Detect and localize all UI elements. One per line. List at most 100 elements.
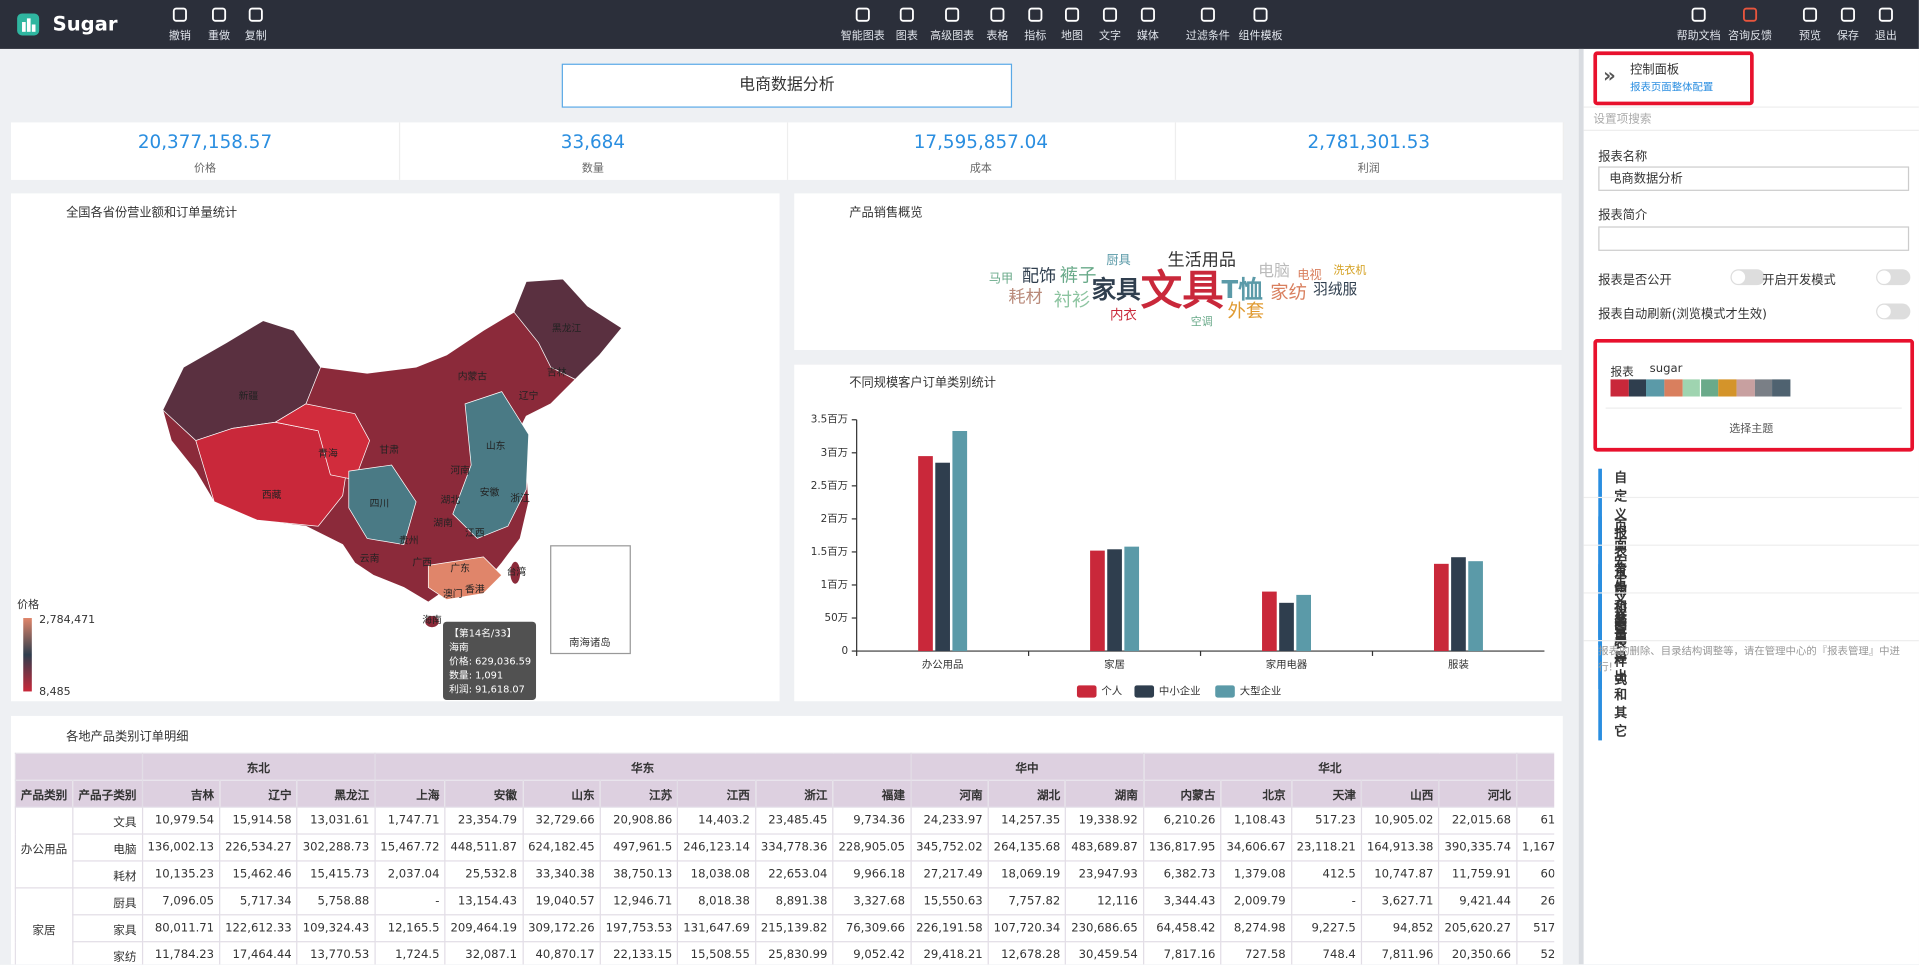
legend-swatch — [1134, 685, 1155, 698]
province-label: 广东 — [450, 562, 470, 575]
report-title[interactable]: 电商数据分析 — [561, 63, 1013, 108]
kpi-label: 利润 — [1357, 162, 1380, 176]
refresh-switch[interactable] — [1876, 303, 1911, 320]
word: 内衣 — [1110, 308, 1137, 324]
icon-shape — [1802, 7, 1818, 22]
value-cell: 7,757.82 — [987, 887, 1067, 916]
bar — [1433, 563, 1449, 652]
x-tick-label: 服装 — [1448, 658, 1469, 671]
value-cell: 226,191.58 — [909, 914, 989, 943]
toolbar-button[interactable]: 重做 — [192, 6, 246, 43]
public-switch[interactable] — [1730, 269, 1765, 286]
toolbar-button[interactable]: 组件模板 — [1234, 6, 1288, 43]
toolbar-label: 指标 — [1024, 30, 1047, 43]
theme-button[interactable]: 选择主题 — [1729, 423, 1774, 436]
icon-shape — [1742, 7, 1758, 22]
section-header[interactable]: 禁用导出和其它 — [1598, 611, 1627, 741]
toolbar-button[interactable]: 咨询反馈 — [1723, 6, 1777, 43]
value-cell: 517,178.97 — [1515, 914, 1555, 943]
kpi: 2,781,301.53 利润 — [1175, 122, 1565, 180]
section-divider — [1583, 640, 1919, 642]
toolbar-button[interactable]: 退出 — [1859, 6, 1913, 43]
value-cell: 109,324.43 — [296, 914, 376, 943]
word: 家具 — [1092, 275, 1141, 304]
wordcloud-card — [794, 193, 1562, 351]
intro-label: 报表简介 — [1598, 209, 1648, 223]
kpi-label: 价格 — [193, 162, 217, 176]
bar — [935, 462, 950, 652]
toolbar-button[interactable]: 过滤条件 — [1181, 6, 1235, 43]
toolbar-button[interactable]: 地图 — [1045, 6, 1099, 43]
y-tick-label: 1.5百万 — [811, 546, 848, 558]
collapse-icon[interactable]: » — [1603, 63, 1616, 87]
province-row: 产品类别 产品子类别 吉林 辽宁 黑龙江 上海 安徽 山东 江苏 江西 浙江 福建 河南 湖北 湖南 内蒙古北… — [14, 779, 1555, 808]
toolbar-button[interactable]: 预览 — [1783, 6, 1837, 43]
province-label: 河南 — [450, 464, 470, 477]
y-tick-label: 2.5百万 — [811, 480, 848, 492]
search-input[interactable]: 设置项搜索 — [1583, 106, 1919, 131]
icon-shape — [1691, 7, 1706, 22]
swatch — [1772, 379, 1791, 397]
word: 洗衣机 — [1333, 262, 1366, 276]
province-header: 内蒙古 — [1142, 779, 1222, 808]
region-header: 华东 — [374, 752, 912, 781]
theme-label: 报表 — [1610, 365, 1634, 380]
toolbar-button[interactable]: 媒体 — [1121, 6, 1175, 43]
province-label: 青海 — [318, 446, 338, 459]
intro-input[interactable] — [1598, 226, 1910, 251]
province-label: 湖南 — [433, 516, 453, 529]
public-label: 报表是否公开 — [1598, 274, 1672, 288]
icon — [899, 7, 914, 22]
value-cell: 18,038.08 — [677, 860, 756, 889]
value-cell: 448,511.87 — [444, 833, 524, 862]
icon-shape — [899, 7, 914, 22]
legend-max: 2,784,471 — [39, 613, 95, 626]
map-region — [348, 464, 417, 546]
kpi-value: 17,595,857.04 — [913, 130, 1049, 153]
value-cell: 2,009.79 — [1220, 887, 1292, 916]
tooltip-line: 海南 — [449, 640, 469, 653]
toolbar-label: 咨询反馈 — [1727, 30, 1773, 43]
province-label: 海南 — [422, 613, 442, 626]
tooltip-line: 价格: 629,036.59 — [449, 655, 531, 668]
toolbar-button[interactable]: 图表 — [880, 6, 934, 43]
toolbar-button[interactable]: 文字 — [1083, 6, 1137, 43]
value-cell: 15,508.55 — [677, 941, 756, 965]
toolbar-button[interactable]: 高级图表 — [925, 6, 979, 43]
highlight-box — [1593, 338, 1915, 452]
group-cell: 家居 — [14, 887, 74, 965]
logo — [17, 13, 40, 36]
toolbar-label: 复制 — [244, 30, 267, 43]
panel-link[interactable]: 报表页面整体配置 — [1630, 81, 1714, 95]
value-cell: 30,459.54 — [1065, 941, 1144, 965]
bar-title: 不同规模客户订单类别统计 — [849, 375, 996, 390]
value-cell: 11,759.91 — [1438, 860, 1518, 889]
province-header: 福建 — [832, 779, 912, 808]
name-input[interactable]: 电商数据分析 — [1598, 166, 1910, 191]
toolbar-button[interactable]: 撤销 — [153, 6, 207, 43]
toolbar-button[interactable]: 指标 — [1008, 6, 1062, 43]
icon — [1102, 7, 1118, 22]
province-header: 河北 — [1438, 779, 1518, 808]
toolbar-button[interactable]: 智能图表 — [836, 6, 890, 43]
toolbar-button[interactable]: 帮助文档 — [1672, 6, 1726, 43]
swatch — [1754, 379, 1773, 397]
value-cell: 1,379.08 — [1220, 860, 1292, 889]
bar — [1296, 594, 1311, 652]
province-label: 山东 — [486, 439, 506, 452]
dev-switch[interactable] — [1876, 269, 1911, 286]
toolbar-button[interactable]: 保存 — [1821, 6, 1875, 43]
value-cell: 6,382.73 — [1142, 860, 1222, 889]
province-header: 安徽 — [444, 779, 524, 808]
value-cell: 11,784.23 — [141, 941, 221, 965]
value-cell: 302,288.73 — [296, 833, 376, 862]
region-header: 华北 — [1142, 752, 1518, 781]
icon — [1253, 7, 1268, 22]
province-header: 山西 — [1360, 779, 1440, 808]
icon — [1802, 7, 1818, 22]
value-cell: 748.4 — [1290, 941, 1362, 965]
toolbar-button[interactable]: 表格 — [970, 6, 1024, 43]
province-header: 吉林 — [141, 779, 221, 808]
toolbar-button[interactable]: 复制 — [229, 6, 283, 43]
